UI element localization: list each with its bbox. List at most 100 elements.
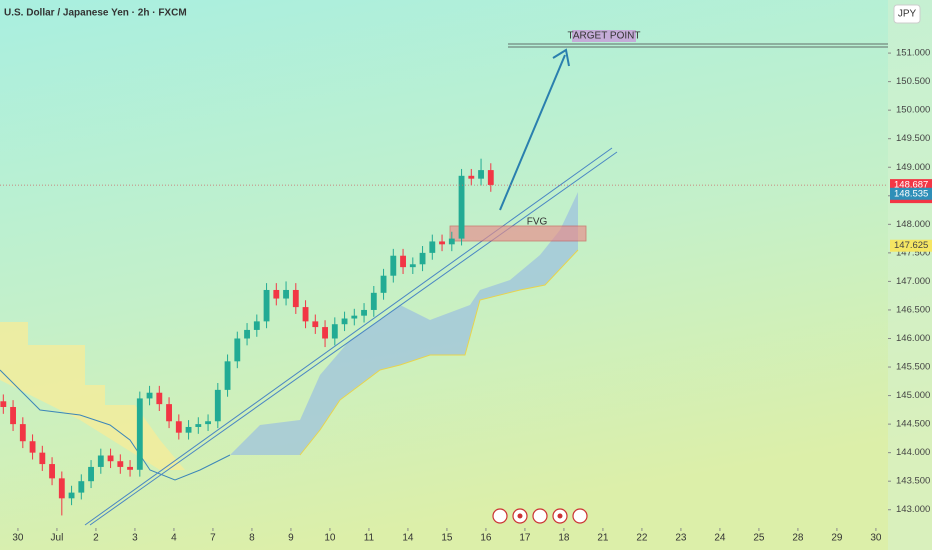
- candle-body: [331, 324, 338, 339]
- candle-body: [302, 307, 309, 322]
- x-tick-label: 3: [132, 533, 138, 544]
- candle-body: [244, 329, 250, 339]
- candle-body: [195, 424, 202, 427]
- currency: JPY: [898, 9, 917, 20]
- target-label: TARGET POINT: [568, 31, 641, 42]
- candle-body: [263, 289, 270, 322]
- y-tick-label: 147.000: [896, 276, 930, 287]
- candle-body: [283, 289, 289, 299]
- candle-body: [439, 241, 445, 245]
- x-tick-label: 30: [12, 533, 24, 544]
- y-tick-label: 148.000: [896, 219, 930, 230]
- candle-body: [429, 241, 436, 253]
- currency-box: [893, 4, 921, 24]
- cloud-edge: [299, 249, 579, 456]
- candle-body: [88, 466, 94, 482]
- y-tick-label: 146.500: [896, 304, 930, 315]
- candle-body: [156, 392, 163, 405]
- candle-body: [185, 426, 192, 433]
- y-tick-label: 151.000: [896, 48, 930, 59]
- price-marker-label: 147.625: [894, 240, 928, 251]
- candle-body: [117, 461, 124, 467]
- candle-body: [487, 170, 494, 185]
- candle-body: [312, 321, 319, 328]
- candle-body: [224, 361, 231, 390]
- x-tick-label: 29: [831, 533, 843, 544]
- candle-body: [448, 238, 455, 245]
- candle-body: [409, 264, 416, 268]
- candle-body: [136, 398, 143, 470]
- y-tick-label: 149.000: [896, 162, 930, 173]
- x-tick-label: 24: [714, 533, 726, 544]
- target-label-box: [572, 30, 636, 42]
- y-tick-label: 145.500: [896, 362, 930, 373]
- candle-body: [341, 318, 348, 325]
- y-tick-label: 143.000: [896, 504, 930, 515]
- candle-body: [49, 464, 55, 479]
- x-tick-label: 30: [870, 533, 882, 544]
- candle-body: [97, 455, 104, 467]
- fvg-label: FVG: [527, 217, 548, 228]
- x-tick-label: 8: [249, 533, 255, 544]
- candle-body: [146, 392, 153, 399]
- candle-body: [400, 255, 406, 268]
- y-tick-label: 145.000: [896, 390, 930, 401]
- y-tick-label: 146.000: [896, 333, 930, 344]
- x-tick-label: 15: [441, 533, 453, 544]
- candle-body: [107, 455, 114, 462]
- price-marker-label: 148.687: [894, 180, 928, 191]
- candle-body: [468, 175, 475, 179]
- price-axis: [888, 0, 932, 550]
- x-tick-label: 4: [171, 533, 177, 544]
- candle-body: [234, 338, 241, 362]
- candle-body: [351, 315, 358, 319]
- event-icons: [492, 508, 588, 524]
- candle-body: [214, 389, 221, 422]
- cloud-edge: [0, 369, 231, 481]
- y-tick-label: 147.500: [896, 247, 930, 258]
- candle-body: [253, 321, 260, 330]
- candle-body: [68, 492, 75, 499]
- candle-body: [273, 289, 280, 299]
- x-tick-label: 10: [324, 533, 336, 544]
- x-tick-label: 17: [519, 533, 531, 544]
- candle-body: [78, 481, 85, 493]
- candle-body: [380, 275, 387, 293]
- x-tick-label: 21: [597, 533, 609, 544]
- candle-body: [458, 175, 465, 239]
- y-tick-label: 150.000: [896, 105, 930, 116]
- x-tick-label: 18: [558, 533, 570, 544]
- y-tick-label: 150.500: [896, 76, 930, 87]
- candle-body: [127, 466, 133, 470]
- x-tick-label: 2: [93, 533, 99, 544]
- trendline: [84, 147, 613, 526]
- candle-body: [292, 289, 299, 308]
- price-marker: [890, 187, 932, 200]
- x-tick-label: 16: [480, 533, 492, 544]
- x-tick-label: 23: [675, 533, 687, 544]
- x-tick-label: 14: [402, 533, 414, 544]
- candle-body: [19, 424, 26, 442]
- x-tick-label: 9: [288, 533, 294, 544]
- price-marker: [890, 239, 932, 252]
- candle-body: [205, 421, 211, 425]
- candle-body: [58, 478, 65, 499]
- x-tick-label: 22: [636, 533, 648, 544]
- arrow-head: [552, 48, 570, 67]
- y-tick-label: 143.500: [896, 476, 930, 487]
- arrow: [499, 54, 566, 211]
- candle-body: [370, 292, 377, 310]
- x-tick-label: Jul: [51, 533, 64, 544]
- candle-body: [39, 452, 46, 465]
- candle-body: [0, 401, 7, 407]
- candle-body: [478, 170, 484, 179]
- candle-body: [361, 309, 367, 316]
- x-tick-label: 28: [792, 533, 804, 544]
- candle-body: [419, 252, 426, 265]
- fvg-zone: [449, 225, 587, 242]
- cloud-bullish: [230, 192, 578, 455]
- candle-body: [175, 421, 182, 433]
- candle-body: [390, 255, 397, 276]
- candle-body: [29, 441, 36, 453]
